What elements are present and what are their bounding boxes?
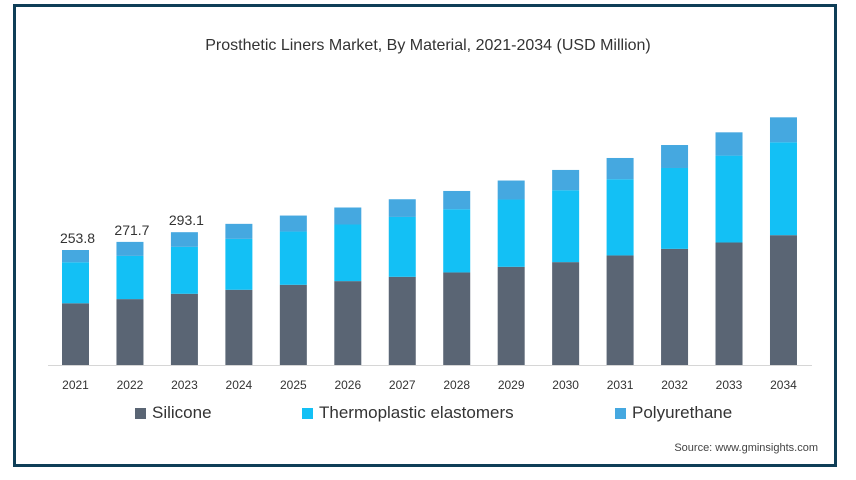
bar-segment-silicone-2027 bbox=[388, 276, 416, 365]
bar-segment-thermoplastic-elastomers-2033 bbox=[715, 155, 743, 243]
bar-segment-polyurethane-2030 bbox=[552, 169, 580, 191]
bar-segment-thermoplastic-elastomers-2032 bbox=[661, 167, 689, 249]
legend-swatch-silicone bbox=[135, 407, 146, 419]
bar-segment-thermoplastic-elastomers-2025 bbox=[279, 231, 307, 285]
bar-segment-thermoplastic-elastomers-2030 bbox=[552, 190, 580, 263]
legend-item-polyurethane: Polyurethane bbox=[615, 403, 732, 423]
data-label-2021: 253.8 bbox=[60, 230, 95, 246]
bar-segment-polyurethane-2023 bbox=[170, 232, 198, 247]
bar-segment-thermoplastic-elastomers-2034 bbox=[769, 142, 797, 236]
bar-segment-thermoplastic-elastomers-2028 bbox=[443, 209, 471, 273]
bar-segment-silicone-2022 bbox=[116, 299, 144, 365]
bar-segment-silicone-2032 bbox=[661, 248, 689, 365]
bar-segment-silicone-2023 bbox=[170, 293, 198, 365]
bar-segment-polyurethane-2027 bbox=[388, 199, 416, 217]
legend-swatch-polyurethane bbox=[615, 407, 626, 419]
legend-item-thermoplastic: Thermoplastic elastomers bbox=[302, 403, 514, 423]
data-label-2023: 293.1 bbox=[169, 212, 204, 228]
bar-segment-polyurethane-2028 bbox=[443, 190, 471, 210]
data-label-2022: 271.7 bbox=[114, 222, 149, 238]
x-tick-label: 2028 bbox=[443, 378, 470, 392]
x-tick-label: 2021 bbox=[62, 378, 89, 392]
bar-segment-silicone-2026 bbox=[334, 281, 362, 365]
bar-segment-polyurethane-2025 bbox=[279, 215, 307, 232]
bar-segment-thermoplastic-elastomers-2029 bbox=[497, 199, 525, 267]
x-tick-label: 2025 bbox=[280, 378, 307, 392]
bar-segment-polyurethane-2021 bbox=[62, 250, 89, 263]
x-tick-label: 2027 bbox=[389, 378, 416, 392]
bar-segment-silicone-2030 bbox=[552, 262, 580, 365]
legend-label: Silicone bbox=[152, 403, 212, 422]
chart-title: Prosthetic Liners Market, By Material, 2… bbox=[205, 37, 651, 54]
bar-segment-silicone-2024 bbox=[225, 289, 253, 365]
bar-segment-thermoplastic-elastomers-2022 bbox=[116, 255, 144, 300]
x-tick-label: 2024 bbox=[226, 378, 253, 392]
bar-segment-polyurethane-2034 bbox=[769, 117, 797, 143]
bar-segment-silicone-2029 bbox=[497, 266, 525, 365]
x-tick-label: 2029 bbox=[498, 378, 525, 392]
bar-segment-thermoplastic-elastomers-2021 bbox=[62, 262, 89, 304]
bar-segment-silicone-2025 bbox=[279, 284, 307, 365]
bar-segment-polyurethane-2022 bbox=[116, 241, 144, 256]
bar-segment-polyurethane-2031 bbox=[606, 157, 634, 180]
legend-label: Thermoplastic elastomers bbox=[319, 403, 514, 422]
x-tick-label: 2022 bbox=[117, 378, 144, 392]
legend-swatch-thermoplastic bbox=[302, 407, 313, 419]
bar-segment-thermoplastic-elastomers-2027 bbox=[388, 216, 416, 277]
bar-segment-polyurethane-2026 bbox=[334, 207, 362, 225]
bar-segment-silicone-2021 bbox=[62, 303, 89, 365]
bar-segment-thermoplastic-elastomers-2023 bbox=[170, 246, 198, 294]
x-tick-label: 2023 bbox=[171, 378, 198, 392]
x-tick-label: 2032 bbox=[661, 378, 688, 392]
legend-label: Polyurethane bbox=[632, 403, 733, 422]
source-note: Source: www.gminsights.com bbox=[674, 442, 818, 454]
x-tick-label: 2033 bbox=[716, 378, 743, 392]
bar-segment-silicone-2031 bbox=[606, 255, 634, 365]
bar-segment-polyurethane-2032 bbox=[661, 145, 689, 168]
x-tick-label: 2034 bbox=[770, 378, 797, 392]
x-tick-label: 2030 bbox=[552, 378, 579, 392]
bar-segment-polyurethane-2024 bbox=[225, 223, 253, 239]
bar-segment-thermoplastic-elastomers-2031 bbox=[606, 179, 634, 256]
bar-segment-thermoplastic-elastomers-2024 bbox=[225, 238, 253, 290]
bar-segment-silicone-2028 bbox=[443, 272, 471, 365]
chart-frame bbox=[13, 4, 837, 467]
x-tick-label: 2031 bbox=[607, 378, 634, 392]
bar-segment-thermoplastic-elastomers-2026 bbox=[334, 224, 362, 282]
bar-segment-polyurethane-2033 bbox=[715, 132, 743, 156]
bar-segment-polyurethane-2029 bbox=[497, 180, 525, 200]
legend-item-silicone: Silicone bbox=[135, 403, 212, 423]
bar-segment-silicone-2034 bbox=[769, 235, 797, 365]
x-tick-label: 2026 bbox=[334, 378, 361, 392]
bar-segment-silicone-2033 bbox=[715, 242, 743, 365]
